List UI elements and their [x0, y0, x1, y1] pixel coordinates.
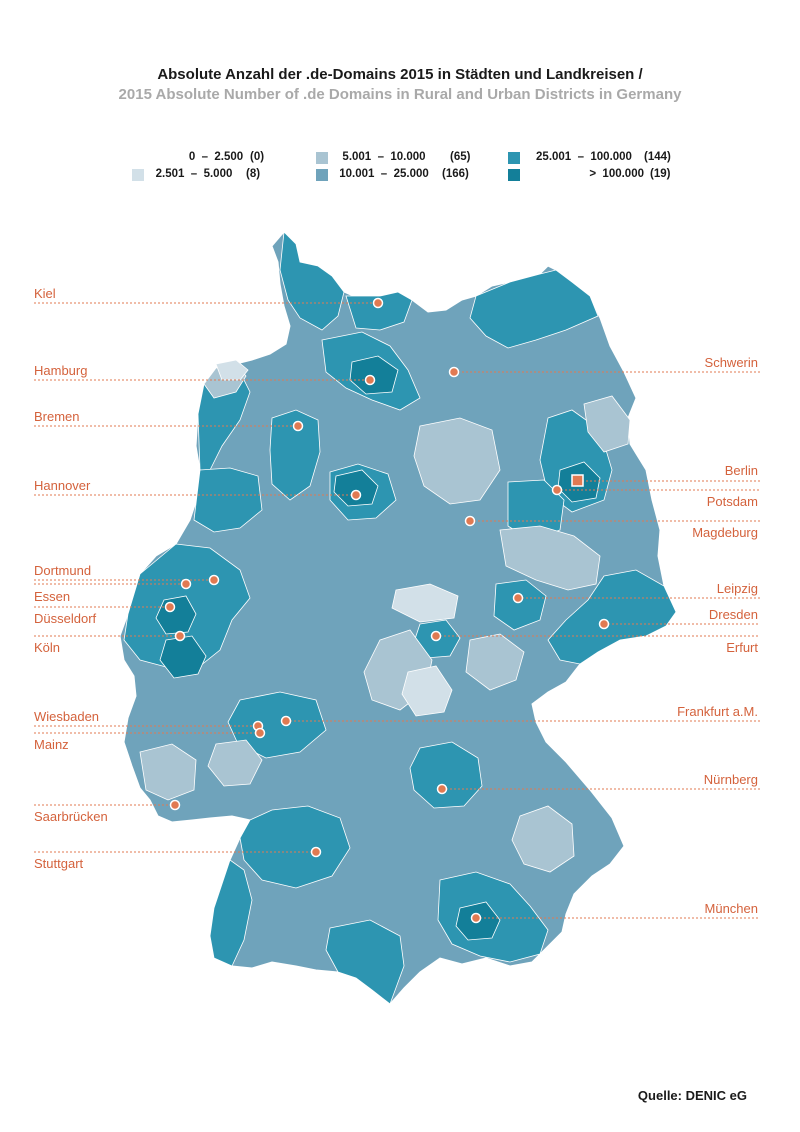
city-label-bremen: Bremen: [34, 409, 80, 424]
city-label-hamburg: Hamburg: [34, 363, 88, 378]
map-subtitle: 2015 Absolute Number of .de Domains in R…: [118, 86, 682, 103]
source-credit: Quelle: DENIC eG: [637, 1088, 747, 1103]
legend-range: 25.001 – 100.000: [536, 151, 632, 163]
legend-count: (166): [442, 168, 469, 180]
legend-swatch: [132, 169, 144, 181]
city-label-hannover: Hannover: [34, 478, 91, 493]
city-marker-bremen: [292, 420, 304, 432]
region-class-2501-5000: [215, 359, 459, 717]
region-class-5k-10k: [139, 363, 631, 873]
city-label-dresden: Dresden: [708, 607, 758, 622]
city-marker-leipzig: [512, 592, 524, 604]
city-marker-saarbruecken: [169, 799, 181, 811]
city-label-wiesbaden: Wiesbaden: [34, 709, 100, 724]
city-label-duesseldorf: Düsseldorf: [34, 611, 97, 626]
city-label-erfurt: Erfurt: [726, 640, 758, 655]
city-marker-kiel: [372, 297, 384, 309]
city-marker-frankfurt: [280, 715, 292, 727]
city-marker-essen: [180, 578, 192, 590]
city-marker-muenchen: [470, 912, 482, 924]
city-label-dortmund: Dortmund: [34, 563, 92, 578]
city-label-nuernberg: Nürnberg: [703, 772, 758, 787]
map-title: Absolute Anzahl der .de-Domains 2015 in …: [157, 66, 643, 83]
legend-count: (19): [650, 168, 671, 180]
city-markers: [164, 297, 610, 924]
city-label-kiel: Kiel: [34, 286, 56, 301]
city-label-stuttgart: Stuttgart: [34, 856, 84, 871]
legend-count: (144): [644, 151, 671, 163]
city-marker-koeln: [174, 630, 186, 642]
city-marker-nuernberg: [436, 783, 448, 795]
city-marker-schwerin: [448, 366, 460, 378]
legend-swatch: [508, 152, 520, 164]
city-marker-duesseldorf: [164, 601, 176, 613]
legend-swatch: [154, 152, 166, 164]
city-marker-magdeburg: [464, 515, 476, 527]
city-label-frankfurt: Frankfurt a.M.: [677, 704, 758, 719]
city-marker-mainz: [254, 727, 266, 739]
city-marker-dresden: [598, 618, 610, 630]
city-label-mainz: Mainz: [34, 737, 69, 752]
legend-swatch: [316, 169, 328, 181]
city-label-schwerin: Schwerin: [704, 355, 758, 370]
legend-range: > 100.000: [589, 168, 644, 180]
region-class-25k-100k: [123, 231, 677, 1005]
city-label-koeln: Köln: [34, 640, 61, 655]
city-marker-dortmund: [208, 574, 220, 586]
city-marker-erfurt: [430, 630, 442, 642]
legend-count: (8): [246, 168, 261, 180]
legend-range: 0 – 2.500: [188, 151, 244, 163]
city-marker-stuttgart: [310, 846, 322, 858]
legend-count: (0): [250, 151, 265, 163]
legend-range: 10.001 – 25.000: [339, 168, 429, 180]
legend-swatch: [316, 152, 328, 164]
city-label-saarbruecken: Saarbrücken: [34, 809, 108, 824]
city-marker-hannover: [350, 489, 362, 501]
city-label-berlin: Berlin: [724, 463, 758, 478]
city-label-magdeburg: Magdeburg: [692, 525, 758, 540]
city-label-muenchen: München: [704, 901, 758, 916]
city-label-leipzig: Leipzig: [716, 581, 758, 596]
city-marker-hamburg: [364, 374, 376, 386]
city-label-essen: Essen: [34, 589, 71, 604]
legend-count: (65): [450, 151, 471, 163]
city-marker-berlin: [571, 474, 584, 487]
city-label-potsdam: Potsdam: [706, 494, 758, 509]
legend-range: 2.501 – 5.000: [155, 168, 233, 180]
legend-swatch: [508, 169, 520, 181]
city-marker-potsdam: [551, 484, 563, 496]
legend-range: 5.001 – 10.000: [342, 151, 426, 163]
